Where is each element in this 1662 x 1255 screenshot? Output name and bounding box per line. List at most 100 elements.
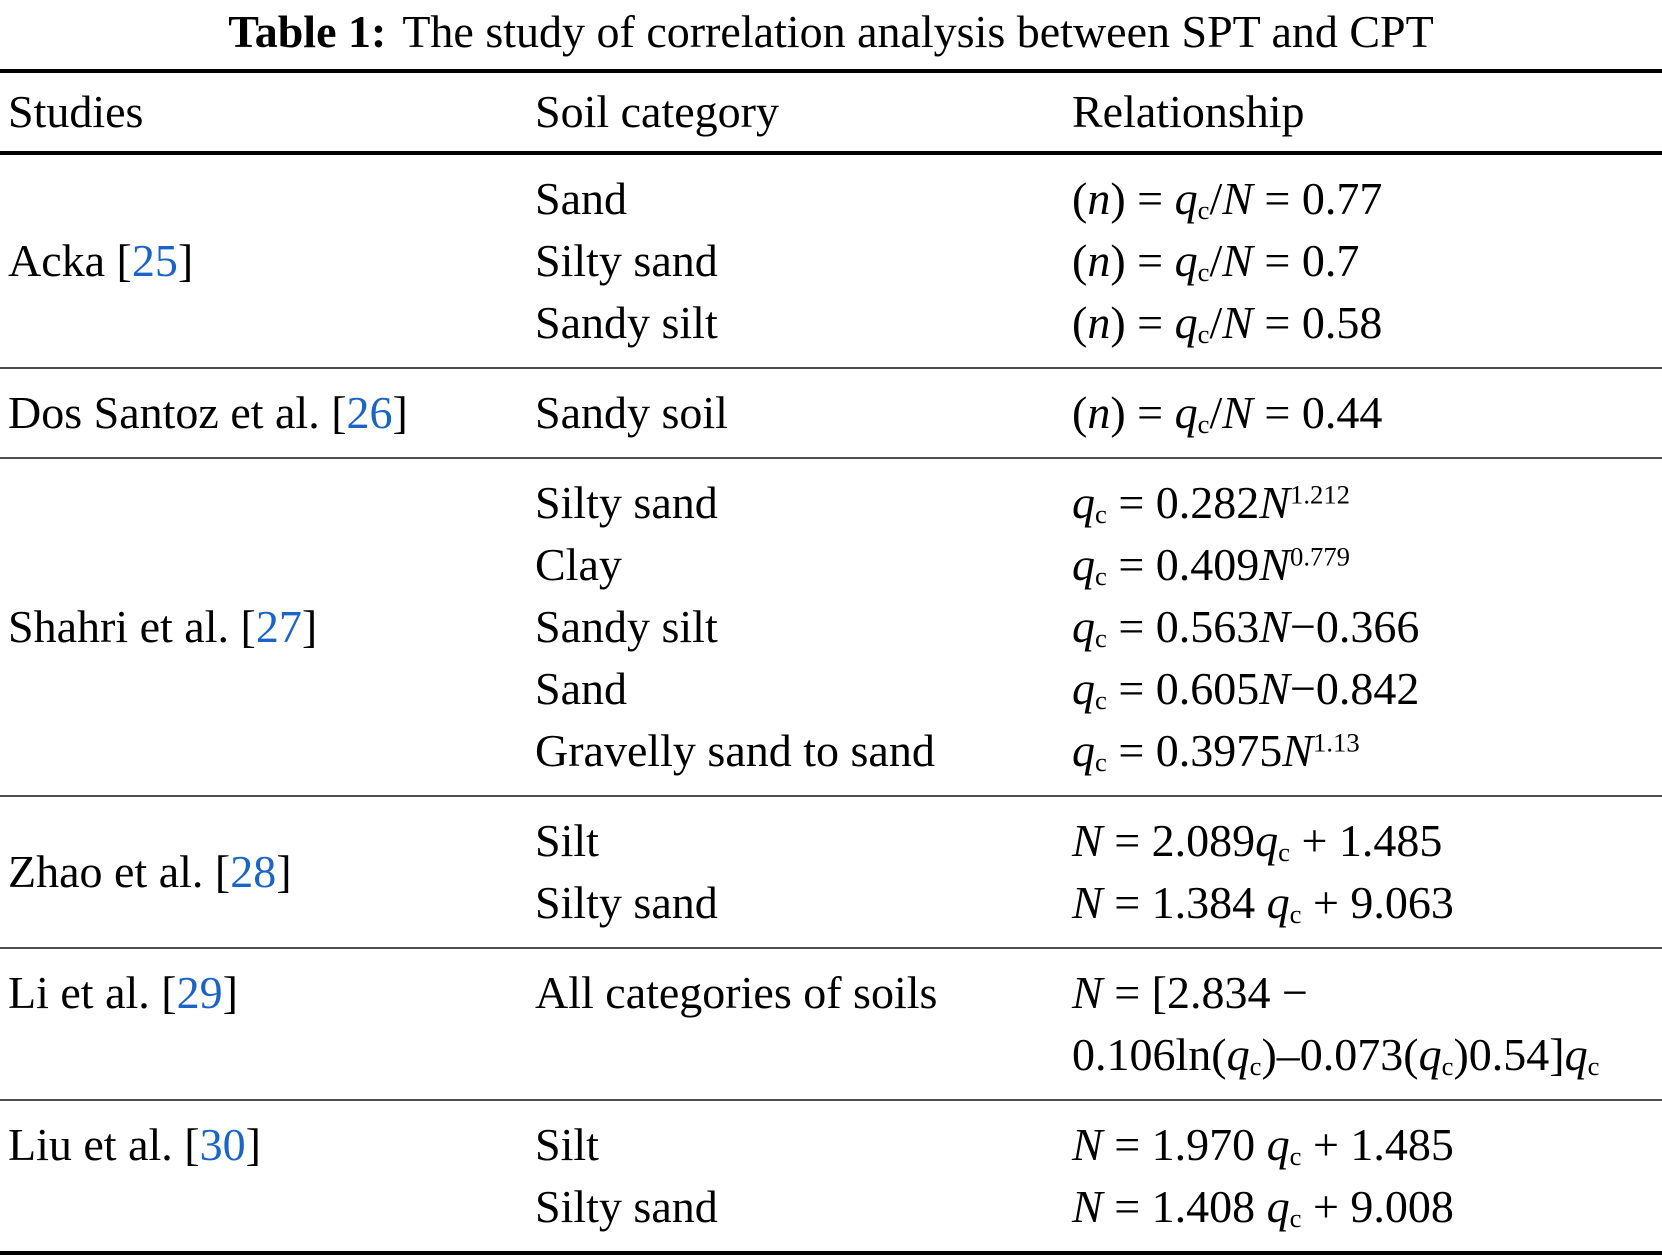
soil-category-cell: Silt (535, 814, 599, 866)
table-row-group: Acka [25] Sand (n) = qc/N = 0.77 Silty s… (0, 155, 1662, 367)
table-row: All categories of soils N = [2.834 −0.10… (535, 962, 1662, 1086)
column-header-studies: Studies (8, 85, 144, 137)
table-caption: Table 1: The study of correlation analysi… (0, 0, 1662, 69)
row-list: Silt N = 1.970 qc + 1.485 Silty sand N =… (535, 1114, 1662, 1238)
study-name-pre: Acka [ (8, 234, 132, 286)
study-cell: Zhao et al. [28] (8, 810, 535, 934)
relationship-cell: (n) = qc/N = 0.58 (1072, 296, 1383, 349)
relationship-cell: (n) = qc/N = 0.7 (1072, 234, 1360, 287)
table-row: Sandy silt (n) = qc/N = 0.58 (535, 292, 1662, 354)
relationship-cell: qc = 0.282N1.212 (1072, 476, 1350, 529)
citation-ref[interactable]: 25 (131, 234, 178, 286)
relationship-cell: qc = 0.563N−0.366 (1072, 600, 1420, 653)
table-row: Sand (n) = qc/N = 0.77 (535, 168, 1662, 230)
table-row: Silty sand N = 1.384 qc + 9.063 (535, 872, 1662, 934)
table-row: Silt N = 1.970 qc + 1.485 (535, 1114, 1662, 1176)
relationship-cell: N = [2.834 −0.106ln(qc)–0.073(qc)0.54]qc (1072, 966, 1600, 1081)
section-divider (0, 794, 1662, 797)
soil-category-cell: Silty sand (535, 876, 718, 928)
row-list: Silty sand qc = 0.282N1.212 Clay qc = 0.… (535, 472, 1662, 782)
table-body: Acka [25] Sand (n) = qc/N = 0.77 Silty s… (0, 155, 1662, 1251)
column-header-relationship: Relationship (1072, 85, 1305, 137)
relationship-cell: (n) = qc/N = 0.77 (1072, 172, 1383, 225)
relationship-cell: N = 1.970 qc + 1.485 (1072, 1118, 1454, 1171)
relationship-cell: qc = 0.605N−0.842 (1072, 662, 1420, 715)
soil-category-cell: All categories of soils (535, 966, 938, 1018)
soil-category-cell: Gravelly sand to sand (535, 724, 935, 776)
table-top-rule (0, 68, 1662, 73)
study-name-post: ] (276, 845, 292, 897)
study-label: Dos Santoz et al. [26] (8, 382, 408, 444)
study-name-pre: Shahri et al. [ (8, 600, 256, 652)
study-cell: Liu et al. [30] (8, 1114, 535, 1238)
citation-ref[interactable]: 28 (230, 845, 277, 897)
study-cell: Acka [25] (8, 168, 535, 354)
table-row-group: Shahri et al. [27] Silty sand qc = 0.282… (0, 459, 1662, 795)
row-list: Silt N = 2.089qc + 1.485 Silty sand N = … (535, 810, 1662, 934)
study-label: Shahri et al. [27] (8, 596, 317, 658)
table-row: Sandy silt qc = 0.563N−0.366 (535, 596, 1662, 658)
soil-category-cell: Silty sand (535, 1180, 718, 1232)
study-name-post: ] (301, 600, 318, 652)
section-divider (0, 366, 1662, 369)
table-row-group: Liu et al. [30] Silt N = 1.970 qc + 1.48… (0, 1101, 1662, 1251)
study-label: Acka [25] (8, 230, 193, 292)
table-bottom-rule (0, 1250, 1662, 1255)
study-name-pre: Zhao et al. [ (8, 845, 231, 897)
table-caption-label: Table 1: (228, 6, 387, 57)
table-row-group: Li et al. [29] All categories of soils N… (0, 949, 1662, 1099)
soil-category-cell: Sandy soil (535, 386, 728, 438)
table-row: Silty sand (n) = qc/N = 0.7 (535, 230, 1662, 292)
row-list: Sand (n) = qc/N = 0.77 Silty sand (n) = … (535, 168, 1662, 354)
relationship-cell: N = 1.384 qc + 9.063 (1072, 876, 1454, 929)
soil-category-cell: Sandy silt (535, 600, 718, 652)
section-divider (0, 456, 1662, 459)
study-label: Liu et al. [30] (8, 1114, 261, 1176)
relationship-cell: (n) = qc/N = 0.44 (1072, 386, 1383, 439)
table-header-row: Studies Soil category Relationship (0, 73, 1662, 151)
study-label: Li et al. [29] (8, 962, 238, 1024)
row-list: All categories of soils N = [2.834 −0.10… (535, 962, 1662, 1086)
study-name-pre: Li et al. [ (8, 966, 177, 1018)
relationship-cell: N = 2.089qc + 1.485 (1072, 814, 1443, 867)
study-cell: Dos Santoz et al. [26] (8, 382, 535, 444)
section-divider (0, 1098, 1662, 1101)
table-row-group: Zhao et al. [28] Silt N = 2.089qc + 1.48… (0, 797, 1662, 947)
table-row: Silty sand qc = 0.282N1.212 (535, 472, 1662, 534)
relationship-cell: qc = 0.3975N1.13 (1072, 724, 1360, 777)
soil-category-cell: Sandy silt (535, 296, 718, 348)
soil-category-cell: Silty sand (535, 476, 718, 528)
table-row: Sandy soil (n) = qc/N = 0.44 (535, 382, 1662, 444)
study-name-pre: Dos Santoz et al. [ (8, 386, 347, 438)
table-row: Clay qc = 0.409N0.779 (535, 534, 1662, 596)
table-row-group: Dos Santoz et al. [26] Sandy soil (n) = … (0, 369, 1662, 457)
soil-category-cell: Clay (535, 538, 622, 590)
section-divider (0, 946, 1662, 949)
soil-category-cell: Silty sand (535, 234, 718, 286)
soil-category-cell: Sand (535, 172, 627, 224)
study-cell: Shahri et al. [27] (8, 472, 535, 782)
citation-ref[interactable]: 29 (176, 966, 223, 1018)
relationship-cell: N = 1.408 qc + 9.008 (1072, 1180, 1454, 1233)
table-row: Silty sand N = 1.408 qc + 9.008 (535, 1176, 1662, 1238)
study-name-pre: Liu et al. [ (8, 1118, 200, 1170)
study-cell: Li et al. [29] (8, 962, 535, 1086)
study-name-post: ] (222, 966, 238, 1018)
row-list: Sandy soil (n) = qc/N = 0.44 (535, 382, 1662, 444)
table-row: Sand qc = 0.605N−0.842 (535, 658, 1662, 720)
table-row: Silt N = 2.089qc + 1.485 (535, 810, 1662, 872)
study-name-post: ] (177, 234, 194, 286)
study-name-post: ] (245, 1118, 261, 1170)
study-name-post: ] (392, 386, 408, 438)
citation-ref[interactable]: 30 (199, 1118, 246, 1170)
relationship-cell: qc = 0.409N0.779 (1072, 538, 1350, 591)
table-row: Gravelly sand to sand qc = 0.3975N1.13 (535, 720, 1662, 782)
column-header-soil-category: Soil category (535, 85, 779, 137)
citation-ref[interactable]: 26 (346, 386, 393, 438)
soil-category-cell: Silt (535, 1118, 599, 1170)
header-bottom-rule (0, 150, 1662, 155)
table-caption-text: The study of correlation analysis betwee… (402, 6, 1434, 57)
citation-ref[interactable]: 27 (255, 600, 302, 652)
soil-category-cell: Sand (535, 662, 627, 714)
study-label: Zhao et al. [28] (8, 841, 292, 903)
